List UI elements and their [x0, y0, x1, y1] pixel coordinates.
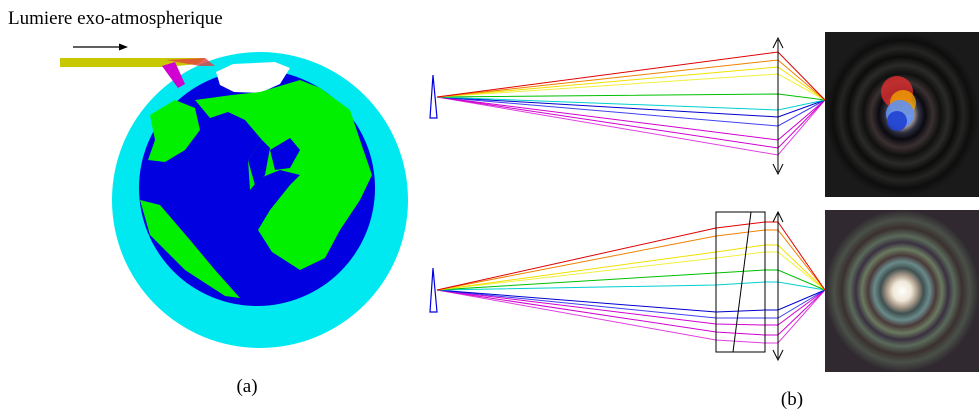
label-b: (b) [781, 389, 803, 409]
ray [436, 289, 826, 313]
ray [436, 289, 826, 326]
ray [436, 251, 826, 291]
label-a: (a) [236, 376, 257, 397]
ray [436, 96, 826, 141]
optics-panel: (b) [429, 32, 979, 409]
earth-panel: Lumiere exo-atmospherique (a) [8, 8, 408, 397]
light-caption: Lumiere exo-atmospherique [8, 8, 223, 29]
ray [436, 221, 826, 291]
ray [436, 229, 826, 291]
